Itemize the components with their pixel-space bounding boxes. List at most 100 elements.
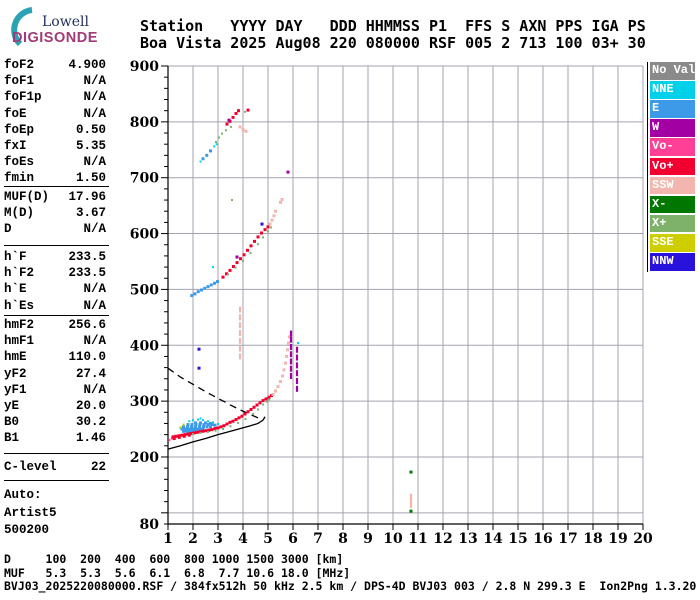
param-row-fof2: foF2 4.900 xyxy=(4,58,106,72)
echo-vo+ xyxy=(242,253,246,257)
echo-sse xyxy=(182,423,185,426)
echo-x+ xyxy=(230,125,232,128)
param-value: 233.5 xyxy=(68,250,106,264)
param-value: 20.0 xyxy=(75,399,106,413)
echo-x+ xyxy=(225,129,227,132)
echo-ssw xyxy=(285,354,288,358)
echo-e xyxy=(209,425,212,429)
echo-ssw xyxy=(288,335,291,339)
echo-ssw xyxy=(279,380,282,384)
echo-vo- xyxy=(170,437,173,440)
echo-vo+ xyxy=(235,261,239,265)
echo-w-dash xyxy=(289,351,293,358)
echo-x+ xyxy=(244,110,246,113)
echo-e xyxy=(202,425,205,429)
x-tick-label: 7 xyxy=(313,531,323,547)
echo-vo+ xyxy=(225,422,229,426)
echo-e xyxy=(205,153,209,157)
echo-ssw xyxy=(272,214,276,218)
x-tick-label: 12 xyxy=(433,531,452,547)
param-label: fxI xyxy=(4,139,27,153)
echo-w-dash xyxy=(289,358,293,365)
distance-row: D 100 200 400 600 800 1000 1500 3000 [km… xyxy=(4,552,344,566)
echo-ssw xyxy=(274,389,277,393)
echo-sse xyxy=(180,426,182,429)
file-info-row: BVJ03_2025220080000.RSF / 384fx512h 50 k… xyxy=(4,579,697,593)
param-value: N/A xyxy=(83,334,106,349)
echo-vo+ xyxy=(228,268,232,272)
echo-vo+ xyxy=(246,108,250,112)
echo-x+ xyxy=(218,136,220,139)
param-label: fmin xyxy=(4,171,35,186)
echo-ssw-dash xyxy=(238,337,242,344)
echo-vo+ xyxy=(243,412,247,416)
param-label: yE xyxy=(4,399,20,413)
echo-vo+ xyxy=(172,437,176,441)
echo-vo- xyxy=(168,439,171,442)
param-row-b0: B0 30.2 xyxy=(4,415,106,429)
param-value: N/A xyxy=(83,74,106,89)
echo-vo+ xyxy=(267,395,271,399)
echo-vo+ xyxy=(256,235,260,239)
echo-ssw xyxy=(270,218,274,222)
param-row-d: D N/A xyxy=(4,222,106,236)
param-label: yF2 xyxy=(4,366,27,381)
param-label: C-level xyxy=(4,460,57,474)
param-value: 0.50 xyxy=(75,122,106,137)
echo-w-dash xyxy=(289,365,293,372)
echo-e xyxy=(209,283,213,287)
echo-x+ xyxy=(249,252,252,255)
param-value: 256.6 xyxy=(68,318,106,332)
param-value: 5.35 xyxy=(75,139,106,153)
echo-w-dash xyxy=(289,343,293,350)
echo-ssw xyxy=(287,341,290,345)
echo-nnw xyxy=(260,222,264,226)
param-label: B1 xyxy=(4,431,20,446)
x-tick-label: 10 xyxy=(383,531,403,547)
x-tick-label: 2 xyxy=(188,531,198,547)
param-row-hmf1: hmF1 N/A xyxy=(4,334,106,348)
echo-vo+ xyxy=(225,272,228,276)
echo-nne xyxy=(188,420,191,423)
echo-vo+ xyxy=(249,408,253,411)
echo-nne xyxy=(297,342,299,345)
panel-divider xyxy=(4,245,109,246)
echo-e xyxy=(198,423,202,427)
echo-x+ xyxy=(192,433,194,436)
param-value: N/A xyxy=(83,106,106,121)
echo-x+ xyxy=(267,230,269,233)
legend-item-x+: X+ xyxy=(650,214,695,233)
echo-e xyxy=(201,427,205,431)
echo-vo+ xyxy=(255,403,259,407)
param-row-fof1: foF1 N/A xyxy=(4,74,106,88)
header-line-1: Station YYYY DAY DDD HHMMSS P1 FFS S AXN… xyxy=(140,17,646,35)
echo-e xyxy=(192,427,196,431)
param-row-foe: foE N/A xyxy=(4,107,106,121)
legend-item-ssw: SSW xyxy=(650,176,695,195)
echo-nnw xyxy=(197,347,201,351)
echo-vo+ xyxy=(239,257,242,261)
echo-ssw xyxy=(244,129,248,133)
param-label: foF1p xyxy=(4,90,42,105)
param-label: h`F2 xyxy=(4,266,35,281)
echo-vo+ xyxy=(177,434,181,438)
param-value: 30.2 xyxy=(75,415,106,430)
echo-vo+ xyxy=(237,416,241,420)
x-tick-label: 8 xyxy=(338,531,348,547)
echo-ssw-dash xyxy=(409,497,413,504)
param-row-clevel: C-level 22 xyxy=(4,460,106,474)
echo-nne xyxy=(192,419,194,422)
y-tick-label: 200 xyxy=(130,450,159,466)
echo-e xyxy=(188,429,191,433)
parameter-panel: foF2 4.900 foF1 N/A foF1p N/A foE N/A foEp 0.50 fx… xyxy=(4,0,109,600)
param-value: 27.4 xyxy=(75,366,106,381)
echo-e xyxy=(185,429,188,433)
param-label: D xyxy=(4,222,12,237)
echo-nne xyxy=(199,417,202,420)
echo-nne xyxy=(202,419,204,422)
echo-e xyxy=(180,427,184,431)
x-tick-label: 19 xyxy=(608,531,627,547)
param-label: h`Es xyxy=(4,298,35,313)
